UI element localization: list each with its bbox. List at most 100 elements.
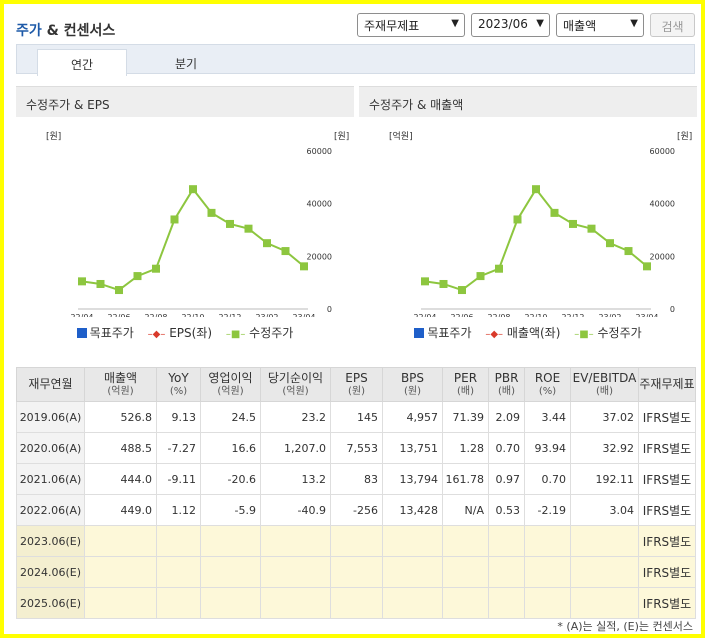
adj-price-point[interactable] xyxy=(569,219,577,228)
right-axis-unit: [원] xyxy=(334,131,349,142)
column-header: 당기순이익 (억원) xyxy=(260,367,331,402)
table-cell xyxy=(488,587,525,619)
column-header: 영업이익 (억원) xyxy=(200,367,261,402)
table-cell xyxy=(200,556,261,588)
column-header: 주재무제표 xyxy=(638,367,696,402)
x-tick-label: 22/10 xyxy=(181,313,204,317)
adj-price-point[interactable] xyxy=(189,185,197,194)
table-cell: N/A xyxy=(442,494,489,526)
period-tabs: 연간 분기 xyxy=(16,44,695,76)
adj-price-point[interactable] xyxy=(300,262,308,271)
y-tick-label: 40000 xyxy=(307,200,332,209)
x-tick-label: 22/12 xyxy=(218,313,241,317)
row-period: 2021.06(A) xyxy=(16,463,85,495)
y-tick-label: 20000 xyxy=(650,252,675,261)
adj-price-point[interactable] xyxy=(207,208,216,217)
table-cell: 0.53 xyxy=(488,494,525,526)
adj-price-point[interactable] xyxy=(587,224,596,233)
table-cell xyxy=(156,525,201,557)
adj-price-point[interactable] xyxy=(624,247,633,256)
x-tick-label: 22/06 xyxy=(107,313,130,317)
table-cell: IFRS별도 xyxy=(638,494,696,526)
chevron-down-icon: ▼ xyxy=(451,18,459,29)
table-cell: 4,957 xyxy=(382,401,443,433)
table-cell xyxy=(488,556,525,588)
adj-price-point[interactable] xyxy=(78,277,86,286)
y-tick-label: 60000 xyxy=(307,147,332,156)
adj-price-point[interactable] xyxy=(244,224,253,233)
square-icon xyxy=(414,328,425,338)
adj-price-point[interactable] xyxy=(476,272,485,281)
table-cell: 449.0 xyxy=(84,494,157,526)
x-tick-label: 22/08 xyxy=(144,313,167,317)
adj-price-point[interactable] xyxy=(281,247,290,256)
adj-price-point[interactable] xyxy=(606,239,614,248)
table-cell: 13,794 xyxy=(382,463,443,495)
column-header: EV/EBITDA (배) xyxy=(570,367,639,402)
table-cell xyxy=(382,587,443,619)
table-cell xyxy=(156,587,201,619)
table-cell: IFRS별도 xyxy=(638,401,696,433)
row-period: 2024.06(E) xyxy=(16,556,85,588)
adj-price-point[interactable] xyxy=(170,215,179,224)
chevron-down-icon: ▼ xyxy=(630,18,638,29)
price-eps-chart: [원] [원] 60000 40000 20000 0 22/04 22/06 22/08 2… xyxy=(46,131,349,317)
table-cell: 0.97 xyxy=(488,463,525,495)
table-row: 2021.06(A) 444.0 -9.11 -20.6 13.2 83 13,794 161… xyxy=(16,463,696,495)
table-cell: 16.6 xyxy=(200,432,261,464)
adj-price-point[interactable] xyxy=(115,286,123,295)
column-header-unit: (원) xyxy=(403,385,421,397)
period-select[interactable]: 2023/06 ▼ xyxy=(471,13,550,37)
table-cell: 0.70 xyxy=(488,432,525,464)
table-row: 2020.06(A) 488.5 -7.27 16.6 1,207.0 7,553 13,7… xyxy=(16,432,696,464)
table-cell: 526.8 xyxy=(84,401,157,433)
column-header-label: 재무연월 xyxy=(28,377,73,391)
chart-legend: 목표주가 –◆– 매출액(좌) –■– 수정주가 xyxy=(359,324,697,341)
x-tick-label: 23/04 xyxy=(292,313,315,317)
adj-price-point[interactable] xyxy=(458,286,466,295)
x-tick-label: 22/08 xyxy=(487,313,510,317)
report-type-value: 주재무제표 xyxy=(364,19,420,33)
adj-price-point[interactable] xyxy=(421,277,429,286)
column-header: EPS (원) xyxy=(330,367,383,402)
adj-price-point[interactable] xyxy=(152,264,160,273)
adj-price-point[interactable] xyxy=(96,279,105,288)
table-cell xyxy=(524,525,571,557)
chart-title: 수정주가 & EPS xyxy=(16,86,354,117)
tab-annual[interactable]: 연간 xyxy=(37,49,127,76)
y-tick-label: 0 xyxy=(327,305,332,314)
adj-price-point[interactable] xyxy=(439,279,448,288)
table-cell: 161.78 xyxy=(442,463,489,495)
adj-price-point[interactable] xyxy=(263,239,271,248)
chevron-down-icon: ▼ xyxy=(536,18,544,29)
table-row: 2025.06(E) IFRS별도 xyxy=(16,587,696,619)
adj-price-point[interactable] xyxy=(495,264,503,273)
report-type-select[interactable]: 주재무제표 ▼ xyxy=(357,13,465,37)
column-header-label: 주재무제표 xyxy=(639,377,695,391)
table-cell: 71.39 xyxy=(442,401,489,433)
adj-price-point[interactable] xyxy=(513,215,522,224)
table-cell: 23.2 xyxy=(260,401,331,433)
column-header: PER (배) xyxy=(442,367,489,402)
y-tick-label: 60000 xyxy=(650,147,675,156)
legend-label: EPS(좌) xyxy=(169,326,213,340)
right-axis-unit: [원] xyxy=(677,131,692,142)
metric-select[interactable]: 매출액 ▼ xyxy=(556,13,644,37)
table-cell: 13,428 xyxy=(382,494,443,526)
adj-price-point[interactable] xyxy=(550,208,559,217)
adj-price-point[interactable] xyxy=(643,262,651,271)
table-cell xyxy=(382,525,443,557)
adj-price-point[interactable] xyxy=(226,219,234,228)
chart-panel-price-sales: 수정주가 & 매출액 [억원] [원] 60000 40000 20000 0 22/0… xyxy=(359,86,697,344)
metric-value: 매출액 xyxy=(563,19,597,33)
adj-price-point[interactable] xyxy=(532,185,540,194)
table-cell: -40.9 xyxy=(260,494,331,526)
column-header-label: YoY xyxy=(168,370,189,385)
table-cell: IFRS별도 xyxy=(638,587,696,619)
column-header: PBR (배) xyxy=(488,367,525,402)
column-header-label: 당기순이익 xyxy=(267,370,324,385)
adj-price-point[interactable] xyxy=(133,272,142,281)
search-button[interactable]: 검색 xyxy=(650,13,695,37)
tab-quarterly[interactable]: 분기 xyxy=(174,57,198,71)
column-header-label: ROE xyxy=(534,370,561,385)
